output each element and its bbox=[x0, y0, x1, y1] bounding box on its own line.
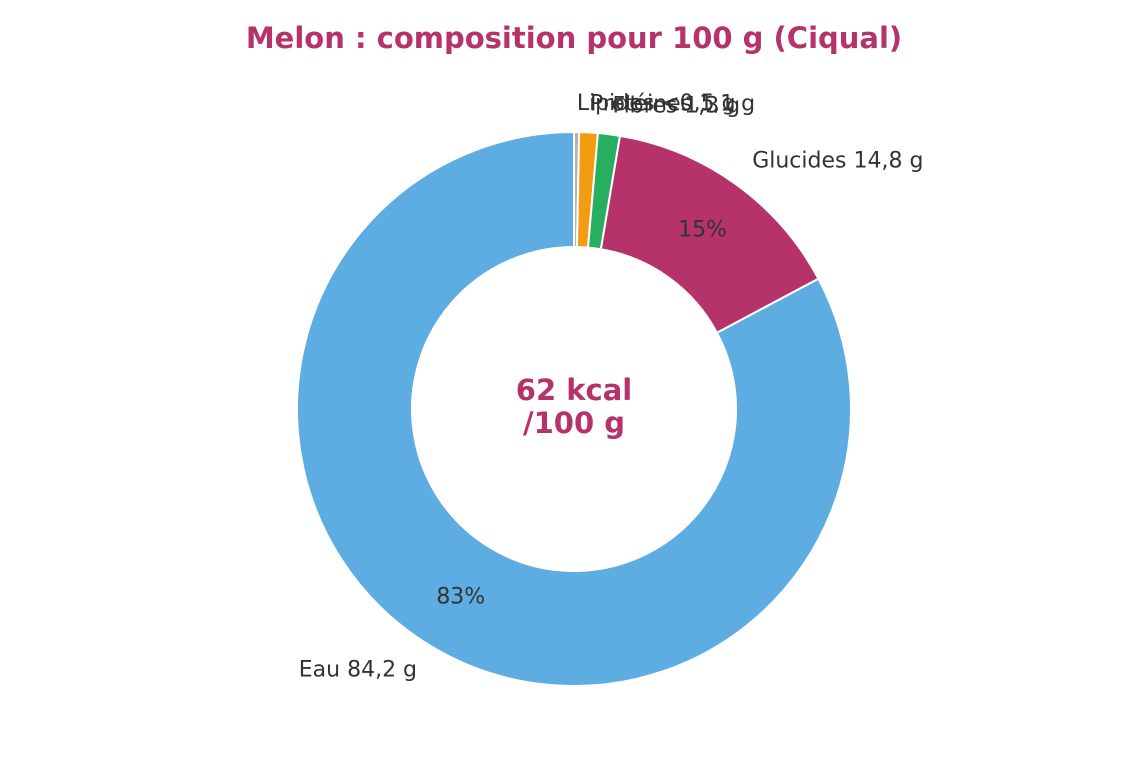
slice-label: Eau 84,2 g bbox=[299, 658, 417, 683]
slice bbox=[599, 134, 820, 335]
center-text: 62 kcal bbox=[516, 373, 632, 407]
slice-label: Protéines 1,1 g bbox=[590, 91, 755, 116]
slice-label: Lipides <0,5 g bbox=[577, 91, 736, 116]
percent-label: 83% bbox=[436, 585, 485, 610]
slice bbox=[296, 130, 852, 687]
center-text: /100 g bbox=[523, 406, 625, 440]
slice-label: Fibres 1,3 g bbox=[613, 93, 741, 118]
slice-label: Glucides 14,8 g bbox=[752, 148, 923, 173]
chart-title: Melon : composition pour 100 g (Ciqual) bbox=[246, 21, 902, 55]
percent-label: 15% bbox=[678, 217, 727, 242]
